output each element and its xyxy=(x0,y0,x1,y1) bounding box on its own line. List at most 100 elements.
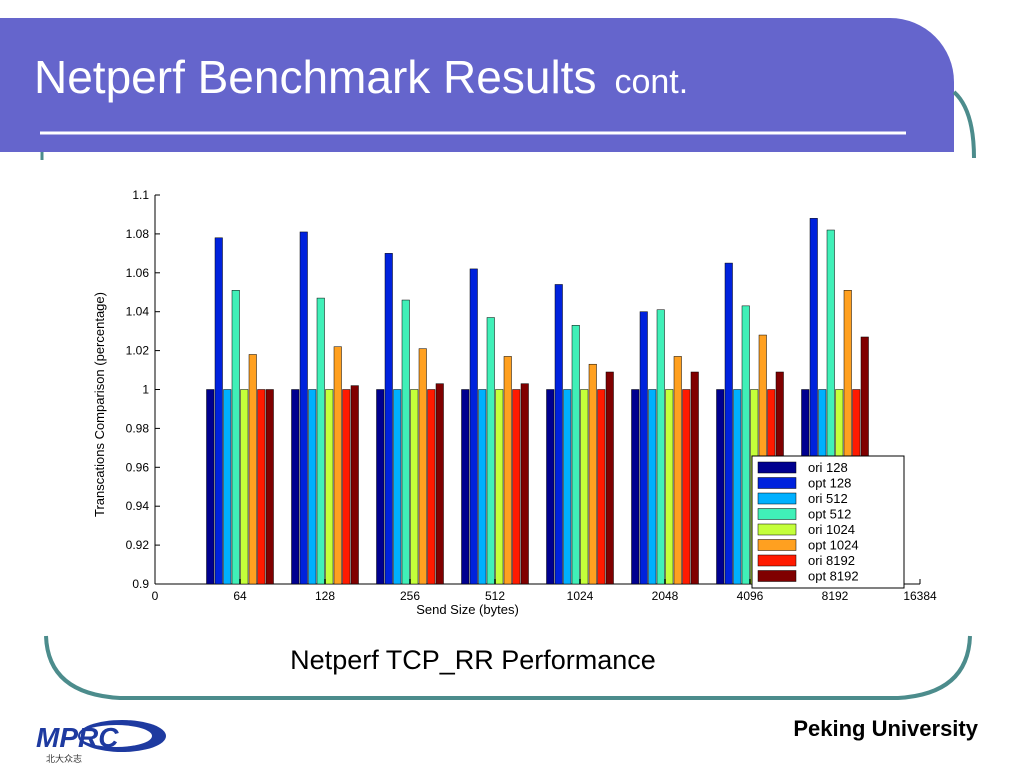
y-tick-label: 0.92 xyxy=(126,538,150,552)
bar xyxy=(580,389,589,585)
legend-label: opt 512 xyxy=(808,507,851,522)
bar xyxy=(733,389,742,585)
y-tick-label: 1.06 xyxy=(126,266,150,280)
bar xyxy=(469,268,478,585)
bar xyxy=(588,363,597,585)
legend-label: ori 128 xyxy=(808,460,848,475)
bar xyxy=(741,305,750,585)
legend-swatch xyxy=(757,523,797,536)
y-tick-label: 0.96 xyxy=(126,460,150,474)
bar xyxy=(427,389,436,585)
bar xyxy=(486,317,495,585)
x-tick-label: 2048 xyxy=(652,589,679,603)
bar xyxy=(393,389,402,585)
x-tick-label: 256 xyxy=(400,589,420,603)
x-tick-label: 16384 xyxy=(903,589,937,603)
x-tick-label: 512 xyxy=(485,589,505,603)
bar xyxy=(648,389,657,585)
bar xyxy=(231,290,240,585)
bar xyxy=(265,389,274,585)
legend-swatch xyxy=(757,508,797,520)
legend-swatch xyxy=(757,461,797,474)
y-tick-label: 0.98 xyxy=(126,421,150,435)
x-tick-label: 1024 xyxy=(567,589,594,603)
bar xyxy=(376,389,385,585)
legend-label: opt 1024 xyxy=(808,538,859,553)
slide-title: Netperf Benchmark Results cont. xyxy=(34,50,688,104)
y-tick-label: 0.94 xyxy=(126,499,150,513)
x-tick-label: 8192 xyxy=(822,589,849,603)
title-text: Netperf Benchmark Results xyxy=(34,51,597,103)
svg-text:北大众志: 北大众志 xyxy=(46,753,82,765)
bar xyxy=(206,389,215,585)
legend-swatch xyxy=(757,492,797,505)
legend-label: ori 512 xyxy=(808,491,848,506)
y-tick-label: 1.08 xyxy=(126,227,150,241)
y-tick-label: 1.04 xyxy=(126,305,150,319)
mprc-logo: MPRC 北大众志 xyxy=(36,720,166,765)
bar xyxy=(520,383,529,585)
y-tick-label: 1 xyxy=(142,383,149,397)
bar xyxy=(597,389,606,585)
bar xyxy=(384,253,393,585)
chart-caption: Netperf TCP_RR Performance xyxy=(290,645,656,675)
x-tick-label: 128 xyxy=(315,589,335,603)
legend-label: ori 8192 xyxy=(808,553,855,568)
svg-text:MPRC: MPRC xyxy=(36,722,119,753)
bar xyxy=(682,389,691,585)
y-tick-label: 1.1 xyxy=(132,188,149,202)
bar xyxy=(223,389,232,585)
bar xyxy=(257,389,266,585)
bar xyxy=(291,389,300,585)
bar xyxy=(299,231,308,585)
y-tick-label: 0.9 xyxy=(132,577,149,591)
x-tick-label: 0 xyxy=(152,589,159,603)
bar xyxy=(665,389,674,585)
legend-label: ori 1024 xyxy=(808,522,855,537)
x-tick-label: 64 xyxy=(233,589,247,603)
bar xyxy=(503,356,512,585)
bar xyxy=(418,348,427,585)
bar xyxy=(401,299,410,585)
bar xyxy=(248,354,257,585)
bar xyxy=(240,389,249,585)
bar xyxy=(631,389,640,585)
bar xyxy=(571,325,580,585)
bar xyxy=(554,284,563,585)
bar xyxy=(214,237,223,585)
bar xyxy=(308,389,317,585)
banner xyxy=(0,18,954,152)
legend-swatch xyxy=(757,477,797,489)
bar xyxy=(435,383,444,585)
bar xyxy=(512,389,521,585)
bar xyxy=(410,389,419,585)
bar xyxy=(563,389,572,585)
frame-line-bottom xyxy=(44,635,972,700)
x-axis-label: Send Size (bytes) xyxy=(416,602,519,617)
legend-swatch xyxy=(757,554,797,567)
bar xyxy=(716,389,725,585)
x-tick-label: 4096 xyxy=(737,589,764,603)
bar xyxy=(495,389,504,585)
bar xyxy=(690,371,699,585)
bar xyxy=(605,371,614,585)
title-subtitle: cont. xyxy=(614,63,689,101)
bar xyxy=(342,389,351,585)
bar xyxy=(724,262,733,585)
bar xyxy=(639,311,648,585)
legend-swatch xyxy=(757,539,797,551)
y-axis-label: Transcations Comparison (percentage) xyxy=(92,292,107,517)
y-tick-label: 1.02 xyxy=(126,344,150,358)
legend-label: opt 128 xyxy=(808,476,851,491)
legend-label: opt 8192 xyxy=(808,569,859,584)
legend-swatch xyxy=(757,570,797,582)
bar xyxy=(478,389,487,585)
frame-line-top-right xyxy=(952,90,976,159)
bar xyxy=(461,389,470,585)
bar xyxy=(350,385,359,585)
bar xyxy=(546,389,555,585)
bar xyxy=(325,389,334,585)
bar-chart: 0.9 0.92 0.94 0.96 0.98 1 1.02 1.04 1.06 1.08 1.1 0… xyxy=(92,188,937,617)
bar xyxy=(656,309,665,585)
